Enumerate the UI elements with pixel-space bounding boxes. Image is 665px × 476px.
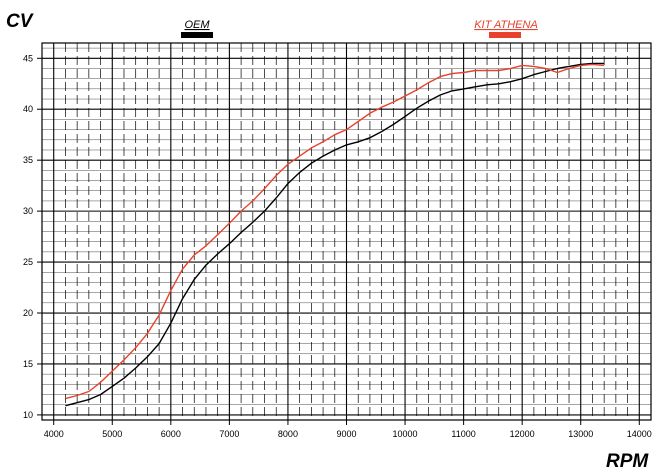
x-tick-label: 6000 [161,429,181,439]
y-tick-label: 20 [23,308,33,318]
legend-swatch-kit-athena [489,32,521,38]
x-tick-label: 10000 [393,429,418,439]
x-tick-label: 5000 [102,429,122,439]
y-tick-label: 40 [23,104,33,114]
y-axis-ticks: 10 15 20 25 30 35 40 45 [23,53,42,420]
x-tick-label: 7000 [219,429,239,439]
x-tick-label: 9000 [336,429,356,439]
legend-label-oem: OEM [184,19,210,31]
y-tick-label: 30 [23,206,33,216]
x-tick-label: 12000 [510,429,535,439]
legend-label-kit-athena: KIT ATHENA [474,19,538,31]
x-tick-label: 11000 [451,429,475,439]
x-tick-label: 13000 [568,429,593,439]
y-tick-label: 10 [23,410,33,420]
y-tick-label: 15 [23,359,33,369]
x-tick-label: 4000 [44,429,64,439]
x-axis-ticks: 4000 5000 6000 7000 8000 9000 10000 11000 12000 1… [44,420,652,439]
legend-swatch-oem [181,32,213,38]
y-tick-label: 45 [23,53,33,63]
x-axis-label: RPM [606,451,649,472]
y-tick-label: 35 [23,155,33,165]
y-tick-label: 25 [23,257,33,267]
legend: OEM KIT ATHENA [181,19,538,38]
x-tick-label: 8000 [278,429,298,439]
y-axis-label: CV [6,11,34,32]
x-tick-label: 14000 [627,429,652,439]
